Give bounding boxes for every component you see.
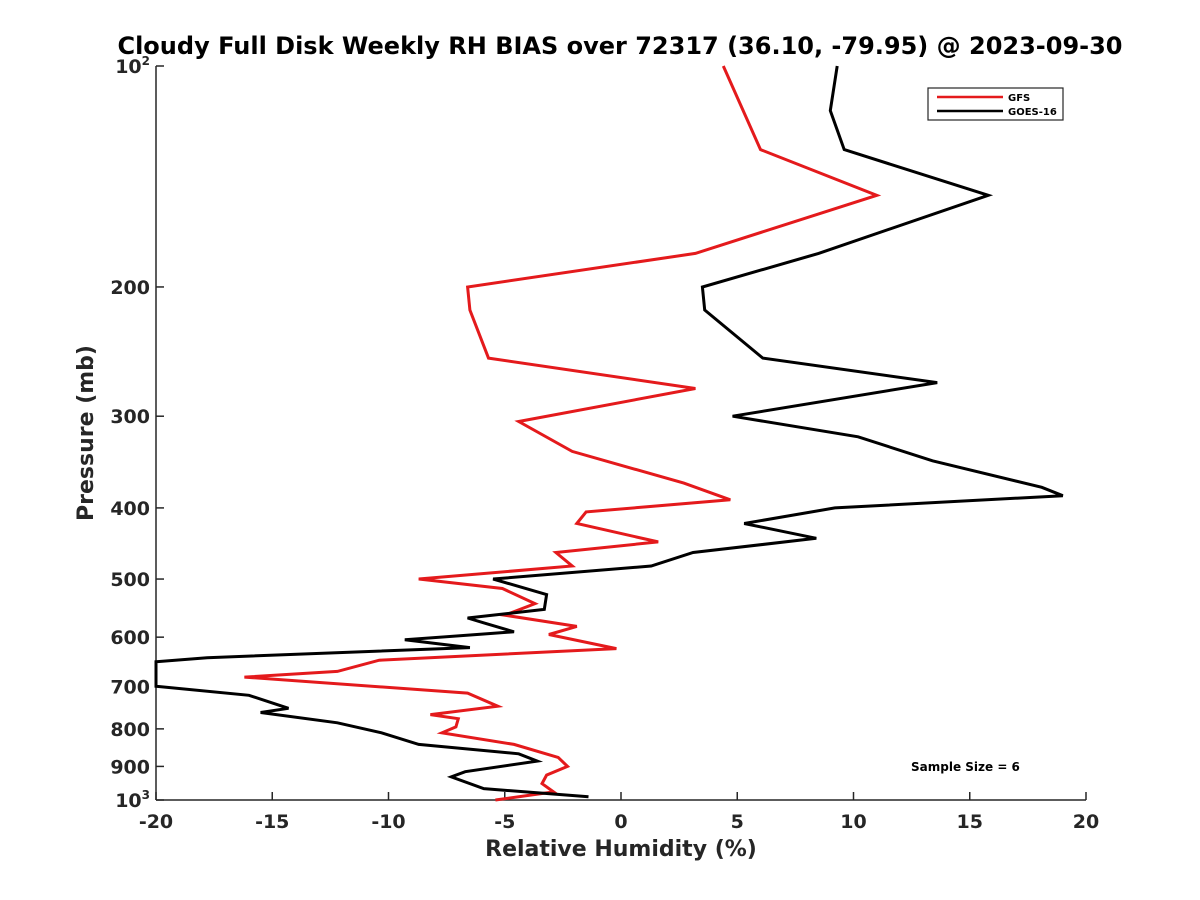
x-ticks: -20 -15 -10 -5 0 5 10 15 20: [139, 792, 1099, 833]
y-tick-label: 700: [110, 676, 150, 698]
series-line-gfs: [244, 65, 882, 802]
series-line-goes-16: [154, 65, 1064, 799]
legend-label: GOES-16: [1008, 107, 1057, 118]
x-tick-label: -20: [139, 811, 173, 833]
x-tick-label: 0: [614, 811, 627, 833]
x-tick-label: 10: [840, 811, 866, 833]
x-tick-label: 15: [957, 811, 983, 833]
x-tick-label: -15: [255, 811, 289, 833]
chart-title: Cloudy Full Disk Weekly RH BIAS over 723…: [117, 32, 1122, 60]
y-tick-label: 103: [115, 788, 150, 812]
x-tick-label: -10: [371, 811, 405, 833]
y-tick-label: 400: [110, 498, 150, 520]
y-tick-label: 500: [110, 569, 150, 591]
x-tick-label: 20: [1073, 811, 1099, 833]
legend: GFS GOES-16: [927, 87, 1064, 121]
y-tick-label: 200: [110, 277, 150, 299]
x-tick-label: 5: [731, 811, 744, 833]
y-tick-label: 600: [110, 627, 150, 649]
y-axis-label: Pressure (mb): [74, 345, 99, 521]
legend-box: [927, 87, 1064, 121]
x-tick-label: -5: [494, 811, 515, 833]
legend-label: GFS: [1008, 93, 1030, 104]
y-ticks: 102 200 300 400 500 600 700 800 900 103: [110, 54, 164, 812]
y-tick-label: 300: [110, 406, 150, 428]
series-layer: [154, 65, 1064, 802]
y-tick-label: 900: [110, 756, 150, 778]
y-tick-label: 102: [115, 54, 150, 78]
sample-size-annotation: Sample Size = 6: [911, 760, 1020, 774]
y-tick-label: 800: [110, 719, 150, 741]
x-axis-label: Relative Humidity (%): [485, 837, 757, 862]
